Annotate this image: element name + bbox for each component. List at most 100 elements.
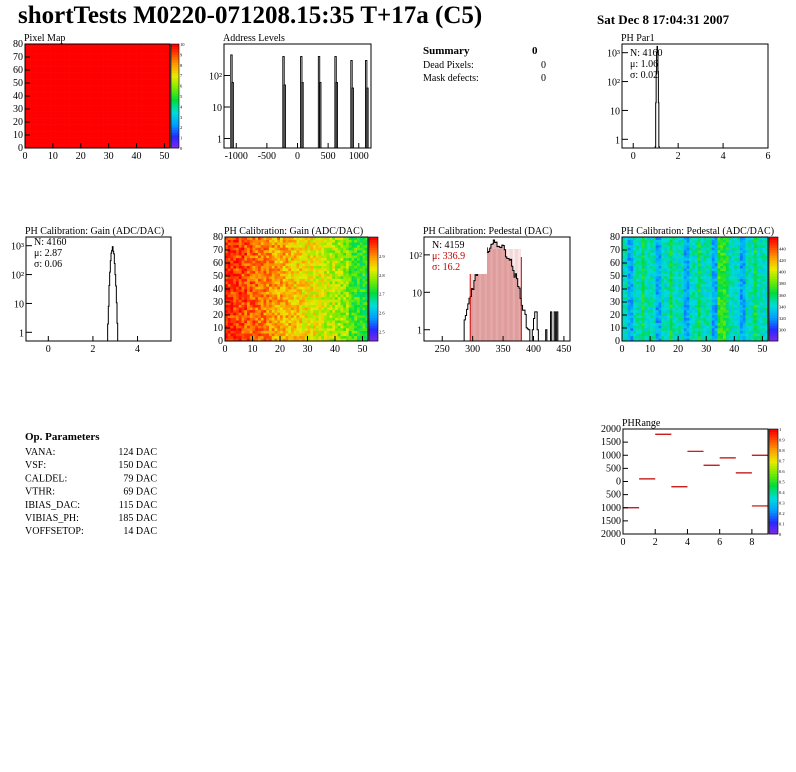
pixel-cell (25, 144, 29, 146)
pixel-cell (153, 76, 157, 79)
pixel-cell (47, 128, 51, 131)
pixel-cell (119, 59, 123, 62)
pixel-cell (161, 107, 165, 110)
pixel-cell (122, 101, 126, 103)
pixel-cell (139, 83, 143, 85)
pixel-cell (91, 84, 96, 86)
map-cell (249, 289, 253, 292)
pixel-cell (139, 94, 143, 97)
map-cell (230, 307, 234, 311)
pixel-cell (100, 50, 104, 53)
pixel-cell (133, 93, 137, 95)
pixel-cell (158, 106, 162, 108)
map-cell (252, 296, 256, 300)
pixel-cell (83, 128, 87, 131)
pixel-cell (61, 68, 65, 71)
pixel-cell (136, 79, 140, 81)
pixel-cell (100, 84, 104, 86)
pixel-cell (161, 77, 165, 80)
map-cell (227, 315, 231, 318)
pixel-cell (130, 140, 135, 142)
pixel-cell (161, 68, 165, 71)
map-cell (233, 312, 237, 316)
pixel-cell (128, 79, 132, 81)
pixel-cell (105, 50, 109, 53)
pixel-cell (61, 45, 65, 47)
pixel-cell (105, 75, 109, 77)
pixel-cell (156, 118, 160, 120)
map-cell (258, 294, 262, 298)
pixel-cell (125, 97, 129, 99)
pixel-cell (61, 81, 65, 84)
pixel-cell (55, 63, 59, 66)
pixel-cell (108, 110, 112, 112)
pixel-cell (75, 93, 79, 95)
map-cell (255, 309, 259, 313)
pixel-cell (64, 97, 68, 99)
map-cell (258, 278, 262, 282)
pixel-cell (72, 105, 76, 107)
pixel-cell (94, 68, 98, 71)
pixel-cell (142, 64, 146, 67)
pixel-cell (55, 123, 59, 125)
pixel-cell (44, 81, 48, 84)
pixel-cell (38, 112, 43, 115)
pixel-cell (153, 142, 157, 145)
pixel-cell (136, 47, 140, 50)
pixel-cell (91, 120, 96, 123)
pixel-cell (122, 54, 126, 56)
pixel-cell (167, 98, 171, 101)
map-cell (236, 289, 240, 292)
pixel-cell (97, 105, 101, 107)
pixel-cell (30, 122, 34, 124)
map-cell (269, 273, 273, 277)
map-cell (263, 276, 267, 279)
pixel-cell (55, 88, 59, 90)
pixel-cell (125, 131, 129, 133)
pixel-cell (158, 110, 162, 112)
pixel-cell (108, 59, 112, 62)
pixel-cell (153, 63, 157, 66)
map-cell (230, 244, 234, 248)
pixel-cell (61, 47, 65, 50)
pixel-cell (33, 144, 37, 146)
pixel-cell (47, 57, 51, 59)
pixel-cell (139, 60, 143, 63)
pixel-cell (33, 123, 37, 125)
pixel-cell (100, 76, 104, 79)
pixel-cell (50, 115, 54, 118)
pixel-cell (114, 115, 118, 118)
pixel-cell (164, 98, 168, 101)
pixel-cell (66, 131, 70, 133)
pixel-cell (44, 54, 48, 56)
pixel-cell (128, 136, 132, 138)
map-cell (244, 312, 248, 316)
map-cell (269, 257, 273, 261)
pixel-cell (161, 116, 165, 119)
map-cell (241, 270, 245, 274)
map-cell (225, 322, 229, 326)
map-cell (227, 244, 231, 248)
pixel-cell (156, 97, 160, 99)
pixel-cell (69, 85, 73, 88)
pixel-cell (97, 92, 101, 94)
pixel-cell (122, 122, 126, 124)
pixel-cell (142, 80, 146, 82)
pixel-cell (164, 73, 168, 76)
pixel-cell (41, 72, 45, 75)
plot-title: Pixel Map (24, 33, 65, 44)
map-cell (244, 257, 248, 261)
pixel-cell (108, 101, 112, 103)
pixel-cell (111, 45, 115, 47)
map-cell (233, 276, 237, 279)
pixel-cell (108, 86, 112, 89)
pixel-cell (89, 128, 93, 131)
map-cell (247, 278, 251, 282)
pixel-cell (142, 144, 146, 146)
pixel-cell (136, 125, 140, 128)
map-cell (236, 270, 240, 274)
pixel-cell (119, 137, 123, 140)
pixel-cell (91, 101, 96, 103)
pixel-cell (89, 99, 93, 102)
y-tick-label: 10³ (11, 242, 24, 253)
